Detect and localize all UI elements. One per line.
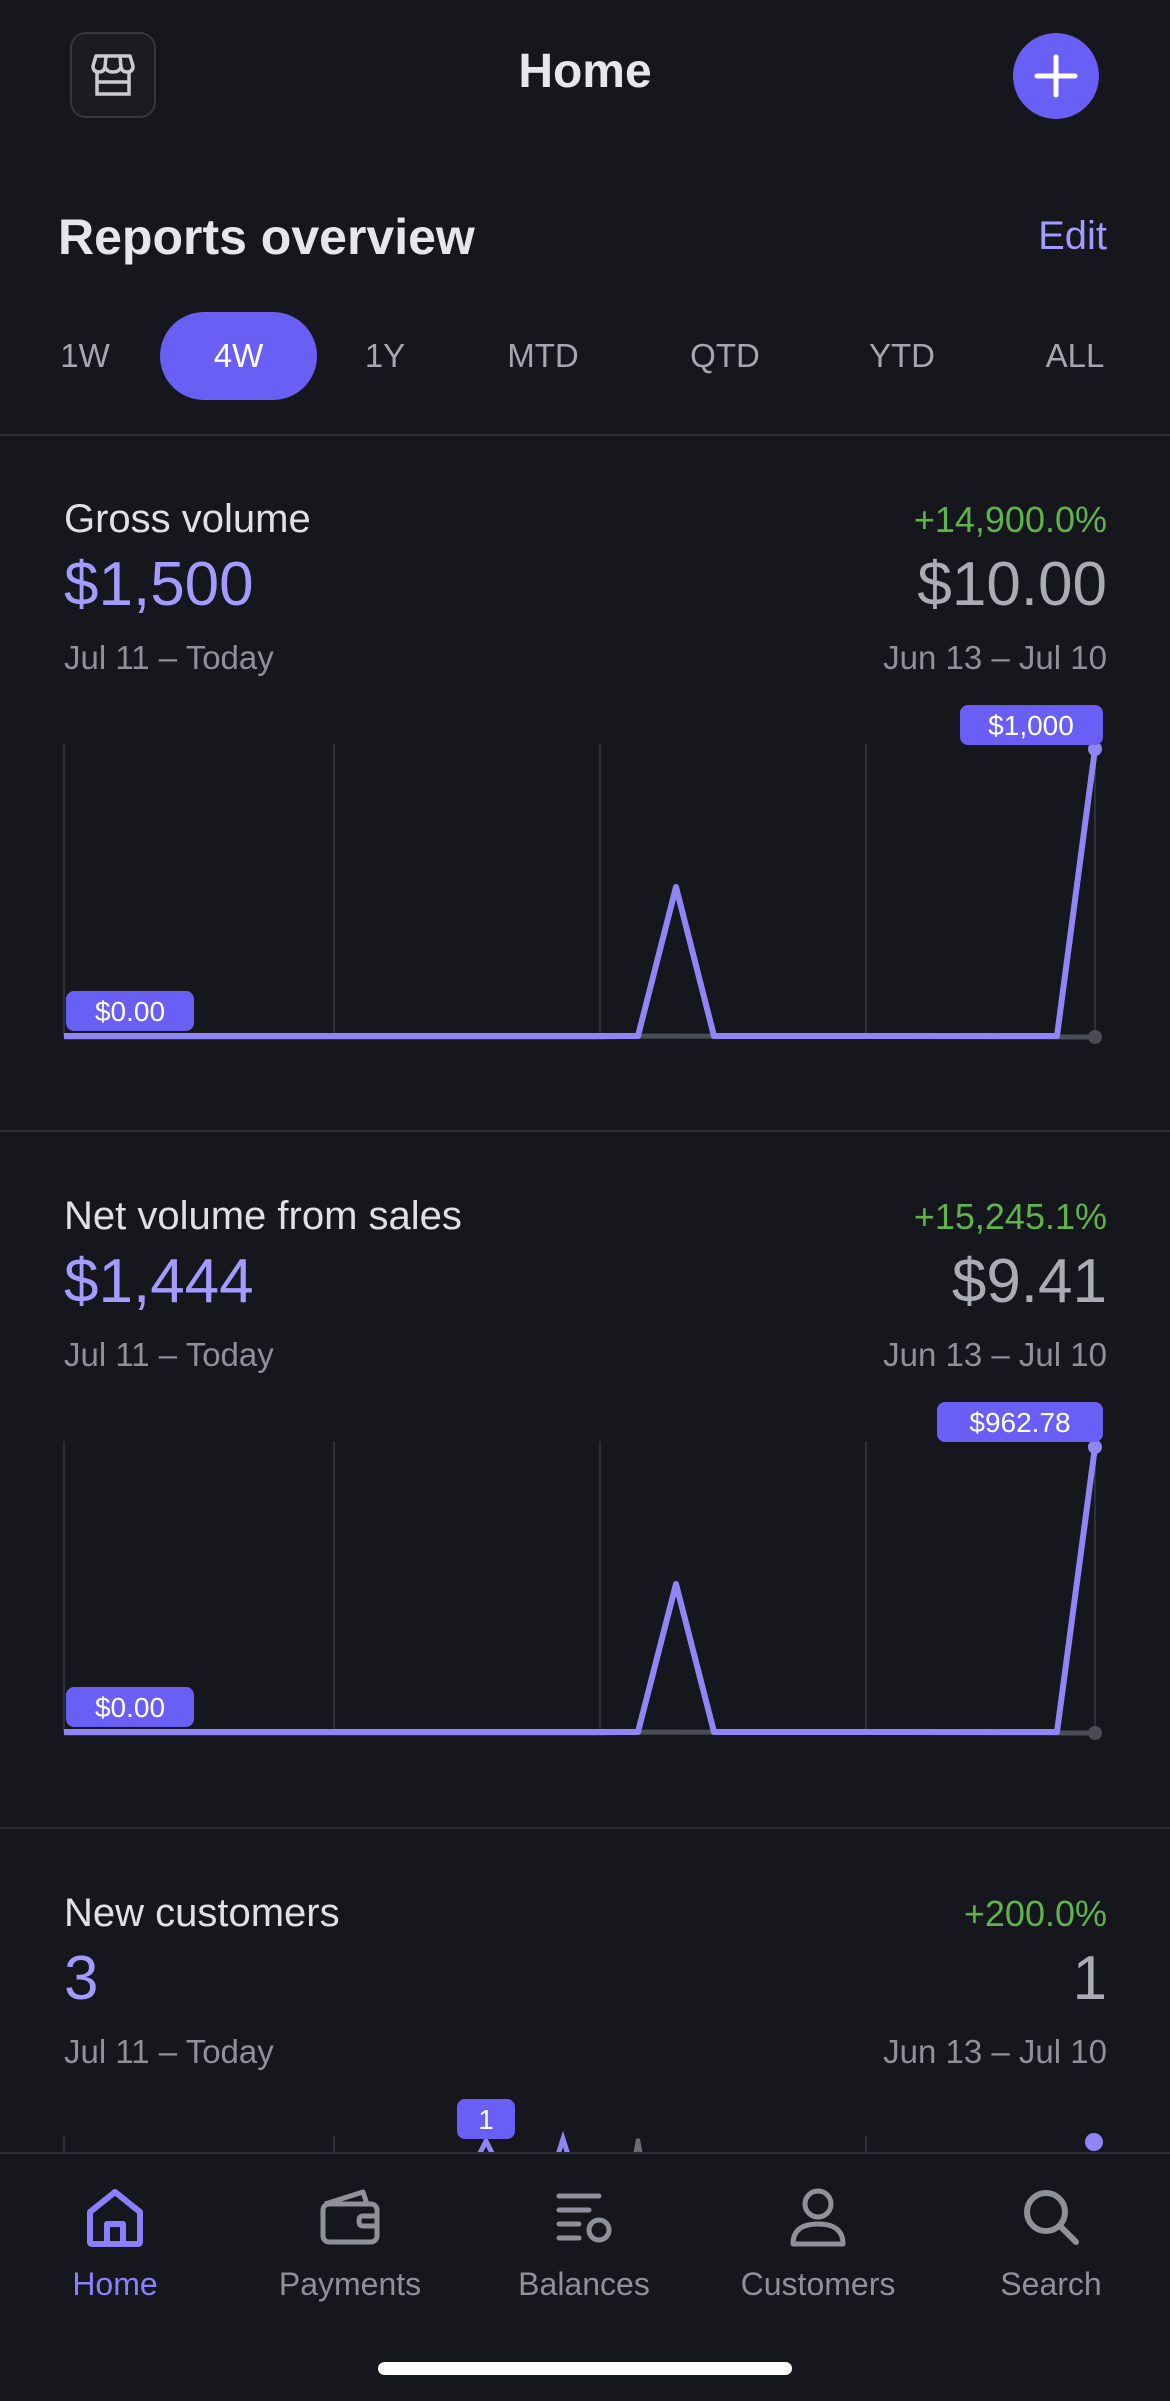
- card-previous-value: 1: [1072, 1944, 1107, 2013]
- range-tabs: 1W 4W 1Y MTD QTD YTD ALL: [0, 312, 1170, 400]
- range-tab-1y[interactable]: 1Y: [364, 337, 406, 374]
- range-tab-qtd[interactable]: QTD: [690, 337, 760, 374]
- card-previous-period: Jun 13 – Jul 10: [883, 1336, 1107, 1373]
- current-period-end-dot: [1085, 2133, 1103, 2151]
- range-tab-1w[interactable]: 1W: [60, 337, 110, 374]
- card-period: Jul 11 – Today: [64, 639, 274, 676]
- min-label: $0.00: [95, 1692, 165, 1723]
- divider: [0, 1827, 1170, 1829]
- card-value: $1,444: [64, 1247, 254, 1316]
- max-label-pill: [937, 1402, 1103, 1442]
- home-indicator: [378, 2362, 792, 2375]
- tab-payments[interactable]: Payments: [250, 2182, 450, 2303]
- card-previous-value: $10.00: [917, 550, 1107, 619]
- card-change: +200.0%: [963, 1893, 1107, 1934]
- card-title: Gross volume: [64, 497, 311, 541]
- max-label-pill: [960, 705, 1103, 745]
- balances-icon: [556, 2193, 612, 2243]
- page-title: Home: [518, 45, 652, 98]
- new-customers-chart: 1: [63, 2099, 1103, 2152]
- chart-gridlines: [63, 2136, 867, 2152]
- card-value: $1,500: [64, 550, 254, 619]
- tab-label: Customers: [740, 2266, 896, 2302]
- tab-home[interactable]: Home: [15, 2182, 215, 2303]
- card-value: 3: [64, 1944, 99, 2013]
- current-period-line: [556, 2130, 570, 2152]
- divider: [0, 1130, 1170, 1132]
- gross-volume-card[interactable]: Gross volume +14,900.0% $1,500 $10.00 Ju…: [0, 497, 1170, 1117]
- store-button[interactable]: [70, 32, 156, 118]
- card-title: Net volume from sales: [64, 1194, 462, 1238]
- home-icon: [87, 2189, 143, 2247]
- tab-label: Payments: [278, 2266, 422, 2302]
- card-previous-value: $9.41: [951, 1247, 1107, 1316]
- search-icon: [1024, 2190, 1079, 2245]
- tab-label: Balances: [518, 2266, 650, 2302]
- range-tab-mtd[interactable]: MTD: [507, 337, 579, 374]
- reports-title: Reports overview: [58, 209, 475, 265]
- card-change: +15,245.1%: [913, 1196, 1107, 1237]
- net-volume-card[interactable]: Net volume from sales +15,245.1% $1,444 …: [0, 1194, 1170, 1814]
- current-period-line: [64, 1446, 1098, 1735]
- tab-balances[interactable]: Balances: [484, 2182, 684, 2303]
- current-period-line: [477, 2135, 495, 2152]
- card-change: +14,900.0%: [913, 499, 1107, 540]
- max-label: $1,000: [988, 710, 1074, 741]
- min-label: $0.00: [95, 996, 165, 1027]
- range-tab-ytd[interactable]: YTD: [869, 337, 935, 374]
- storefront-icon: [91, 54, 135, 96]
- previous-period-line: [633, 2138, 643, 2152]
- plus-icon: [1034, 54, 1078, 98]
- wallet-icon: [320, 2189, 380, 2245]
- person-icon: [790, 2188, 846, 2247]
- chart-gridlines: [63, 744, 1096, 1037]
- gross-volume-chart: $0.00 $1,000: [63, 705, 1103, 1044]
- current-period-end-dot: [1088, 742, 1102, 756]
- current-period-end-dot: [1088, 1440, 1102, 1454]
- current-period-line: [64, 748, 1098, 1039]
- previous-period-end-dot: [1088, 1726, 1102, 1740]
- min-label-pill: [66, 1687, 194, 1727]
- max-label: $962.78: [969, 1407, 1070, 1438]
- card-title: New customers: [64, 1891, 340, 1935]
- divider: [0, 434, 1170, 436]
- card-period: Jul 11 – Today: [64, 2033, 274, 2070]
- net-volume-chart: $0.00 $962.78: [63, 1402, 1103, 1740]
- new-customers-card[interactable]: New customers +200.0% 3 1 Jul 11 – Today…: [0, 1891, 1170, 2152]
- previous-period-end-dot: [1088, 1030, 1102, 1044]
- min-label-pill: [66, 991, 194, 1031]
- card-period: Jul 11 – Today: [64, 1336, 274, 1373]
- tab-customers[interactable]: Customers: [718, 2182, 918, 2303]
- max-label-pill: [457, 2099, 515, 2139]
- chart-gridlines: [63, 1441, 1096, 1733]
- tab-label: Home: [72, 2266, 158, 2302]
- header: Home: [0, 0, 1170, 150]
- range-tab-all[interactable]: ALL: [1045, 337, 1105, 374]
- range-tab-4w[interactable]: 4W: [160, 312, 317, 400]
- max-label: 1: [478, 2104, 494, 2135]
- tab-label: Search: [1000, 2266, 1102, 2302]
- tab-search[interactable]: Search: [951, 2182, 1151, 2303]
- edit-button[interactable]: Edit: [1038, 214, 1107, 258]
- tab-bar: Home Payments Balances Customers Search: [0, 2152, 1170, 2401]
- add-button[interactable]: [1013, 33, 1099, 119]
- card-previous-period: Jun 13 – Jul 10: [883, 2033, 1107, 2070]
- card-previous-period: Jun 13 – Jul 10: [883, 639, 1107, 676]
